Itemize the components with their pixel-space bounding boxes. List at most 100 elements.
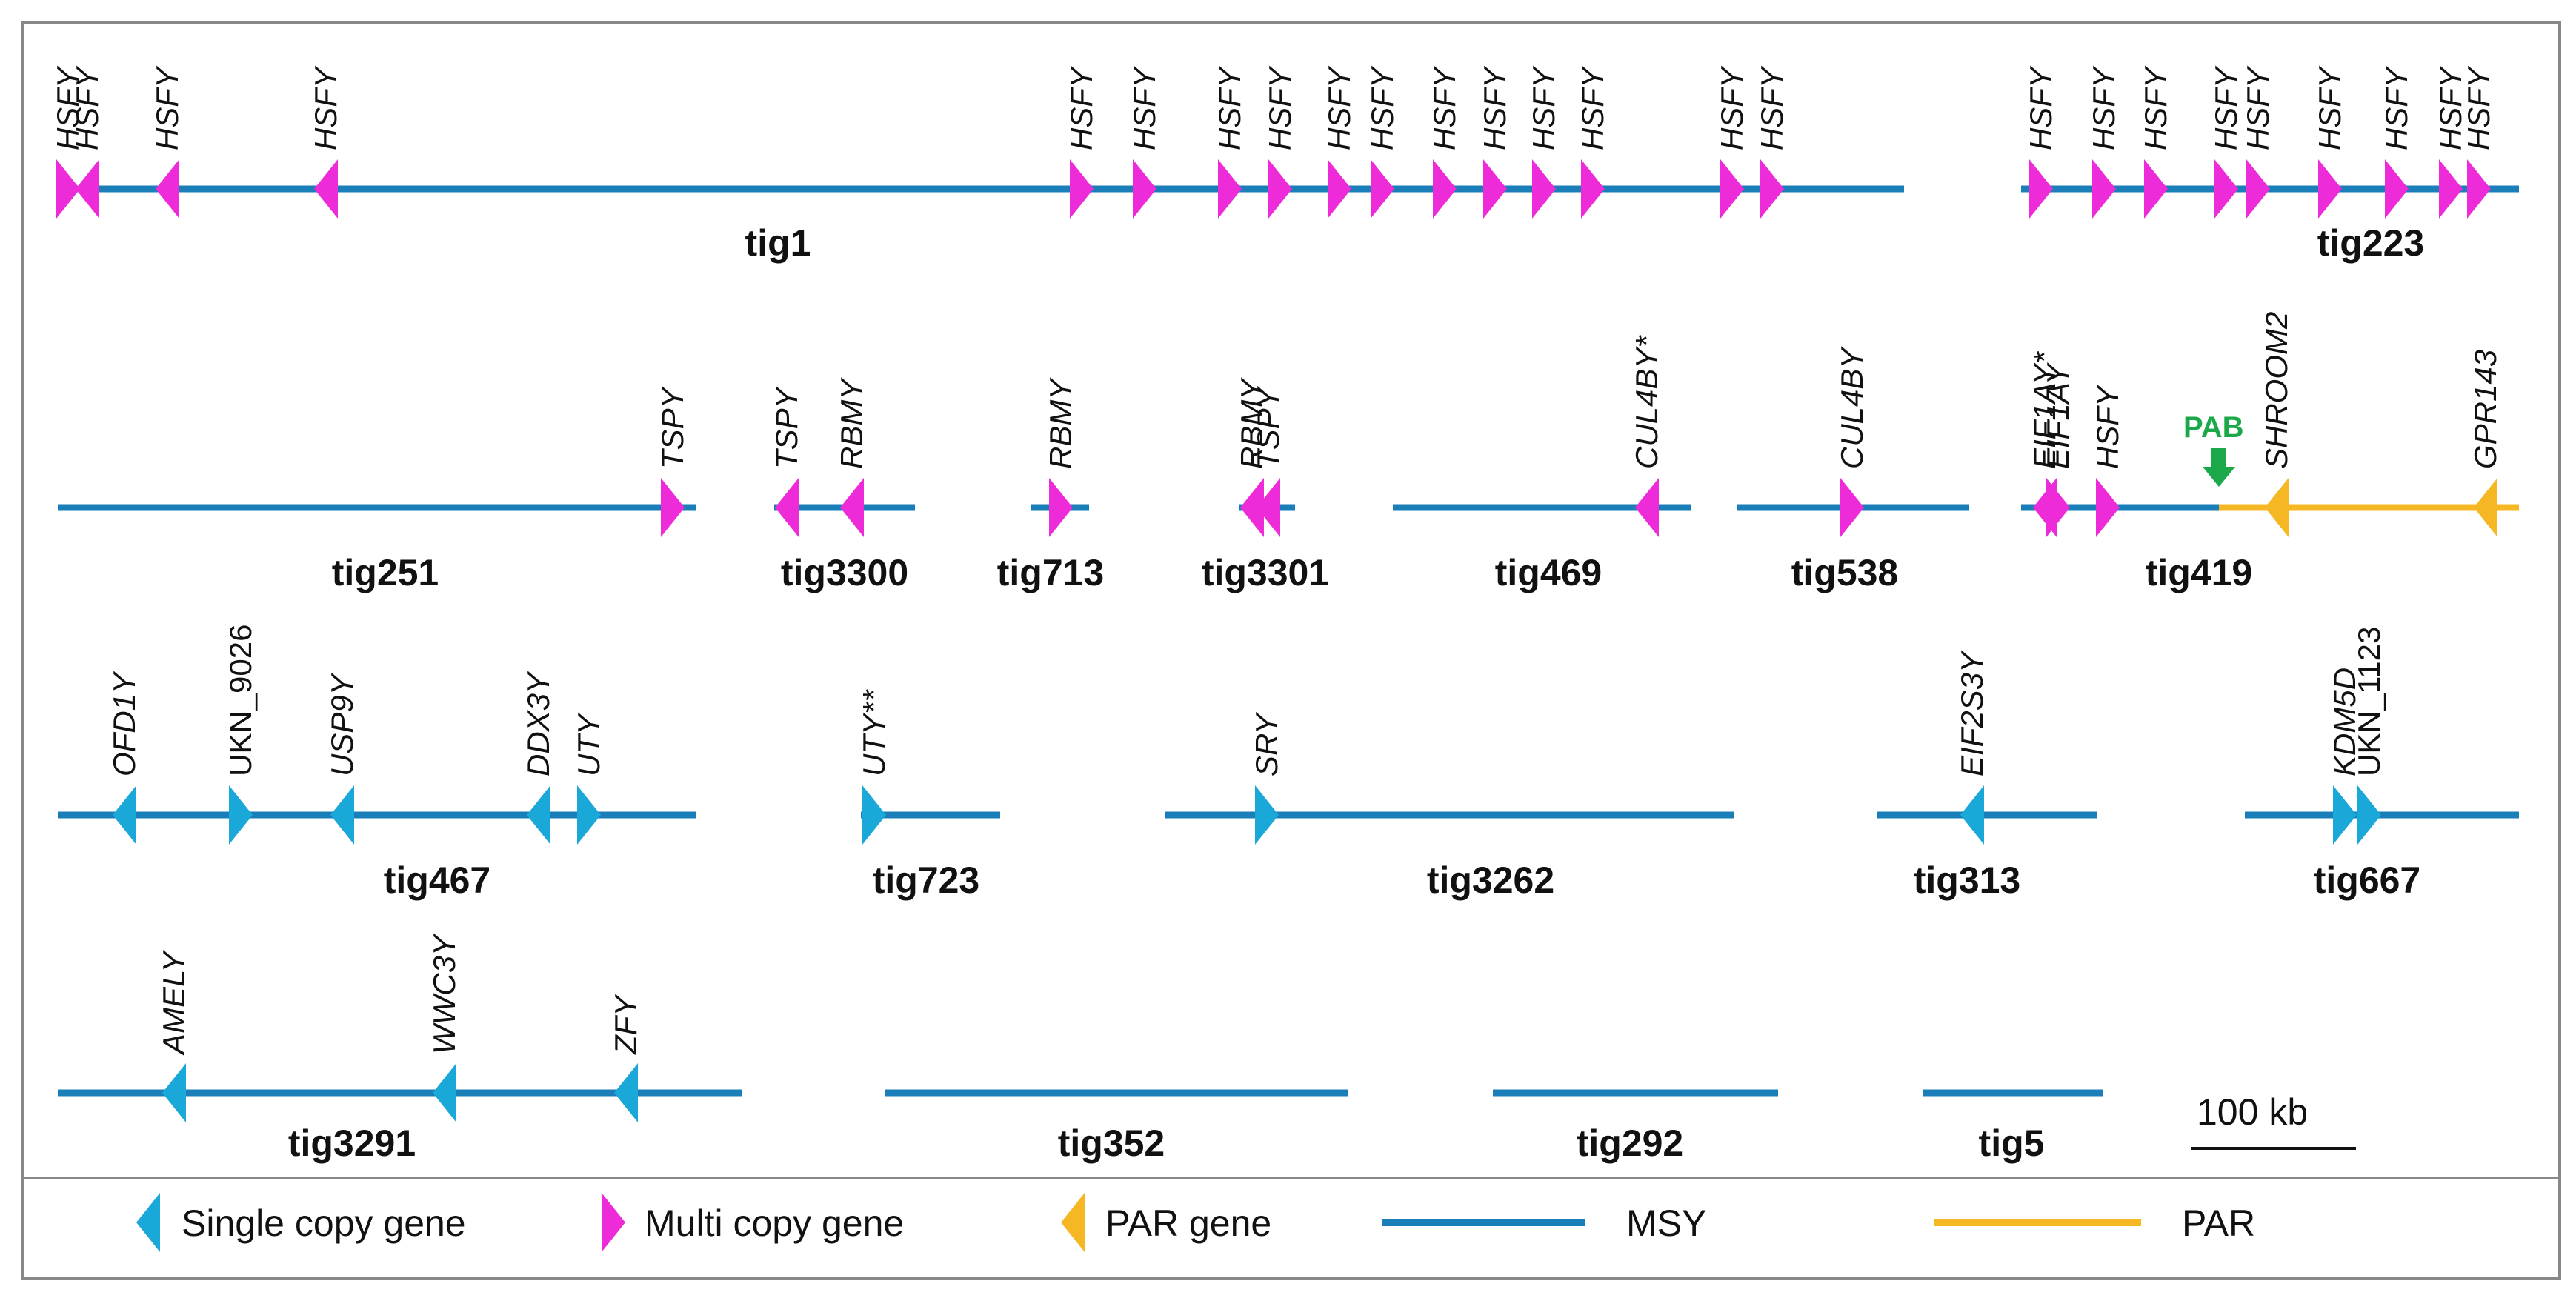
multi-copy-gene-marker [1581, 159, 1605, 219]
multi-copy-gene-marker [314, 159, 338, 219]
gene-label: ZFY [608, 994, 643, 1055]
par-copy-gene-marker [2265, 478, 2289, 537]
multi-copy-gene-marker [1133, 159, 1156, 219]
multi-copy-gene-marker [1240, 478, 1264, 537]
contig-label: tig251 [332, 552, 439, 593]
gene-label: HSFY [1714, 65, 1749, 150]
gene-label: HSFY [1365, 65, 1400, 150]
gene-label: HSFY [1262, 65, 1297, 150]
gene-label: HSFY [2023, 65, 2058, 150]
figure-frame [21, 21, 2561, 1280]
gene-label: HSFY [150, 65, 184, 150]
gene-label: HSFY [2209, 65, 2243, 150]
gene-label: HSFY [2138, 65, 2173, 150]
multi-copy-gene-marker [56, 159, 80, 219]
gene-label: RBMY [834, 377, 869, 469]
multi-copy-gene-marker [840, 478, 864, 537]
pab-arrow-icon [2203, 448, 2235, 487]
legend-label: Single copy gene [182, 1202, 466, 1244]
pab-label: PAB [2183, 411, 2243, 444]
single-copy-gene-marker [1960, 785, 1984, 845]
multi-copy-gene-marker [2096, 478, 2120, 537]
multi-copy-gene-marker [1257, 478, 1280, 537]
multi-copy-gene-marker [2144, 159, 2168, 219]
gene-label: HSFY [1477, 65, 1512, 150]
contig-label: tig3262 [1427, 859, 1554, 901]
legend: Single copy gene Multi copy gene PAR gene M… [136, 1193, 2255, 1252]
single-copy-gene-marker [1255, 785, 1279, 845]
gene-label: KDM5D [2327, 668, 2362, 776]
multi-copy-gene-marker [76, 159, 99, 219]
single-copy-gene-marker [113, 785, 136, 845]
contig-label: tig723 [873, 859, 980, 901]
multi-copy-gene-marker [2467, 159, 2491, 219]
contig-label: tig667 [2314, 859, 2421, 901]
contig-label: tig3301 [1202, 552, 1329, 593]
contig-label: tig469 [1495, 552, 1602, 593]
gene-label: EIF1AY [2040, 362, 2075, 469]
gene-label: HSFY [70, 65, 104, 150]
gene-label: EIF2S3Y [1954, 650, 1989, 776]
gene-label: OFD1Y [107, 671, 142, 776]
multi-copy-gene-marker [1635, 478, 1659, 537]
multi-copy-gene-marker [2318, 159, 2342, 219]
contig-label: tig292 [1577, 1122, 1684, 1164]
gene-label: HSFY [1127, 65, 1162, 150]
gene-label: RBMY [1043, 377, 1078, 469]
multi-copy-gene-marker [1268, 159, 1292, 219]
gene-label: HSFY [2312, 65, 2347, 150]
gene-label: UKN_9026 [223, 625, 258, 776]
gene-label: USP9Y [325, 672, 359, 776]
multi-copy-gene-marker [1840, 478, 1864, 537]
gene-label: HSFY [1064, 65, 1099, 150]
contig-label: tig419 [2146, 552, 2253, 593]
gene-label: SRY [1249, 711, 1284, 776]
single-copy-gene-marker [614, 1063, 638, 1122]
multi-copy-gene-marker [1532, 159, 1556, 219]
contig-labels-layer: tig1 tig223 tig251 tig3300 tig713 tig3301 tig4… [288, 222, 2424, 1164]
legend-label: MSY [1626, 1202, 1706, 1244]
multi-copy-gene-marker [2246, 159, 2270, 219]
scale-bar: 100 kb [2191, 1091, 2356, 1150]
par-copy-gene-marker [2474, 478, 2497, 537]
single-copy-gene-marker [330, 785, 354, 845]
contig-label: tig467 [384, 859, 491, 901]
gene-label: HSFY [1526, 65, 1561, 150]
multi-copy-gene-marker [1760, 159, 1784, 219]
legend-label: Multi copy gene [645, 1202, 904, 1244]
gene-label: UTY** [856, 689, 891, 776]
gene-label: UKN_1123 [2352, 627, 2386, 776]
gene-label: HSFY [2240, 65, 2275, 150]
gene-label: HSFY [1322, 65, 1357, 150]
single-copy-gene-marker [162, 1063, 186, 1122]
gene-label: HSFY [2461, 65, 2496, 150]
contig-label: tig713 [997, 552, 1105, 593]
gene-label: CUL4BY* [1629, 335, 1664, 469]
legend-label: PAR gene [1105, 1202, 1271, 1244]
gene-label: TSPY [1251, 385, 1285, 469]
gene-label: HSFY [50, 65, 85, 150]
gene-label: HSFY [2433, 65, 2468, 150]
gene-label: CUL4BY [1834, 346, 1869, 469]
legend-label: PAR [2182, 1202, 2255, 1244]
single-copy-gene-marker [229, 785, 253, 845]
contig-label: tig352 [1058, 1122, 1165, 1164]
legend-multi-marker [602, 1193, 625, 1252]
multi-copy-gene-marker [2385, 159, 2409, 219]
multi-copy-gene-marker [1218, 159, 1242, 219]
multi-copy-gene-marker [2029, 159, 2053, 219]
contig-label: tig5 [1979, 1122, 2045, 1164]
contig-label: tig3300 [781, 552, 908, 593]
contig-label: tig538 [1791, 552, 1899, 593]
gene-label: RBMY [1234, 377, 1269, 469]
multi-copy-gene-marker [2439, 159, 2463, 219]
legend-par-marker [1061, 1193, 1085, 1252]
multi-copy-gene-marker [775, 478, 799, 537]
multi-copy-gene-marker [1433, 159, 1457, 219]
single-copy-gene-marker [577, 785, 601, 845]
gene-label: GPR143 [2468, 350, 2503, 469]
multi-copy-gene-marker [2214, 159, 2238, 219]
multi-copy-gene-marker [2092, 159, 2116, 219]
multi-copy-gene-marker [2046, 478, 2070, 537]
